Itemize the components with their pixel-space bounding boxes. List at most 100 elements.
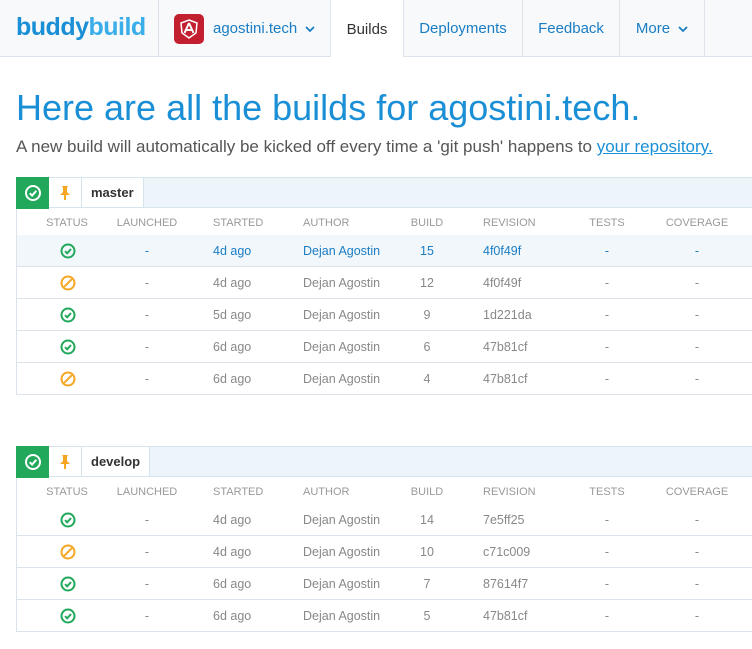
build-number: 6	[423, 340, 431, 354]
nav-divider	[330, 0, 331, 57]
branch-status-success-icon	[16, 177, 49, 209]
started-value: 4d ago	[213, 276, 252, 290]
status-success-icon	[60, 608, 76, 624]
started-value: 4d ago	[213, 545, 252, 559]
launched-value: -	[144, 276, 150, 290]
column-header-revision: REVISION	[483, 217, 536, 229]
column-header-author: AUTHOR	[303, 217, 350, 229]
coverage-value: -	[694, 609, 700, 623]
branch-panel-master: master STATUS LAUNCHED STARTED AUTHOR BUILD RE…	[16, 177, 752, 395]
tab-more-label: More	[635, 20, 671, 37]
author-value: Dejan Agostin	[303, 545, 381, 559]
author-value: Dejan Agostin	[303, 513, 381, 527]
build-row[interactable]: - 6d ago Dejan Agostin 4 47b81cf - -	[17, 363, 752, 395]
repository-link[interactable]: your repository.	[596, 137, 713, 156]
coverage-value: -	[694, 340, 700, 354]
subtitle-text: A new build will automatically be kicked…	[16, 137, 597, 156]
branch-header: develop	[16, 446, 752, 478]
column-header-launched: LAUNCHED	[116, 217, 178, 229]
column-header-build: BUILD	[410, 486, 444, 498]
status-success-icon	[60, 243, 76, 259]
started-value: 6d ago	[213, 340, 252, 354]
status-cancelled-icon	[60, 371, 76, 387]
author-value: Dejan Agostin	[303, 609, 381, 623]
build-number: 4	[423, 372, 431, 386]
build-number: 9	[423, 308, 431, 322]
revision-value: 7e5ff25	[483, 513, 525, 527]
tab-deployments[interactable]: Deployments	[419, 20, 507, 37]
page-subtitle: A new build will automatically be kicked…	[16, 137, 713, 157]
builds-table: STATUS LAUNCHED STARTED AUTHOR BUILD REVISION…	[16, 477, 752, 632]
top-nav: buddybuild agostini.tech Builds Deployme…	[0, 0, 752, 58]
column-header-started: STARTED	[213, 217, 264, 229]
tests-value: -	[604, 545, 610, 559]
logo-text-part2: build	[88, 13, 147, 41]
build-row[interactable]: - 4d ago Dejan Agostin 12 4f0f49f - -	[17, 267, 752, 299]
coverage-value: -	[694, 308, 700, 322]
revision-value: 47b81cf	[483, 609, 528, 623]
coverage-value: -	[694, 372, 700, 386]
column-header-author: AUTHOR	[303, 486, 350, 498]
build-number: 12	[420, 276, 434, 290]
column-header-started: STARTED	[213, 486, 264, 498]
build-row[interactable]: - 6d ago Dejan Agostin 5 47b81cf - -	[17, 600, 752, 632]
started-value: 6d ago	[213, 372, 252, 386]
build-number: 14	[420, 513, 434, 527]
revision-value: c71c009	[483, 545, 531, 559]
coverage-value: -	[694, 244, 700, 258]
launched-value: -	[144, 244, 150, 258]
launched-value: -	[144, 513, 150, 527]
coverage-value: -	[694, 513, 700, 527]
author-value: Dejan Agostin	[303, 372, 381, 386]
nav-divider	[158, 0, 159, 57]
author-value: Dejan Agostin	[303, 308, 381, 322]
tests-value: -	[604, 577, 610, 591]
started-value: 4d ago	[213, 513, 252, 527]
revision-value: 47b81cf	[483, 372, 528, 386]
build-number: 7	[423, 577, 431, 591]
launched-value: -	[144, 545, 150, 559]
page-title: Here are all the builds for agostini.tec…	[16, 87, 641, 128]
launched-value: -	[144, 609, 150, 623]
revision-value: 1d221da	[483, 308, 532, 322]
branch-name[interactable]: master	[82, 178, 144, 207]
status-success-icon	[60, 339, 76, 355]
started-value: 5d ago	[213, 308, 252, 322]
chevron-down-icon	[678, 20, 688, 37]
table-header: STATUS LAUNCHED STARTED AUTHOR BUILD REVISION…	[17, 477, 752, 504]
build-row[interactable]: - 4d ago Dejan Agostin 15 4f0f49f - -	[17, 235, 752, 267]
angular-app-icon	[174, 13, 204, 44]
coverage-value: -	[694, 276, 700, 290]
build-row[interactable]: - 6d ago Dejan Agostin 7 87614f7 - -	[17, 568, 752, 600]
tests-value: -	[604, 372, 610, 386]
build-number: 5	[423, 609, 431, 623]
author-value: Dejan Agostin	[303, 340, 381, 354]
build-row[interactable]: - 6d ago Dejan Agostin 6 47b81cf - -	[17, 331, 752, 363]
tests-value: -	[604, 244, 610, 258]
tests-value: -	[604, 308, 610, 322]
author-value: Dejan Agostin	[303, 276, 381, 290]
build-row[interactable]: - 5d ago Dejan Agostin 9 1d221da - -	[17, 299, 752, 331]
tests-value: -	[604, 513, 610, 527]
column-header-status: STATUS	[46, 486, 88, 498]
tab-feedback[interactable]: Feedback	[538, 20, 604, 37]
revision-value: 87614f7	[483, 577, 529, 591]
branch-name[interactable]: develop	[82, 447, 151, 476]
started-value: 4d ago	[213, 244, 252, 258]
tab-more[interactable]: More	[620, 0, 704, 57]
pin-icon[interactable]	[49, 178, 82, 207]
column-header-build: BUILD	[410, 217, 444, 229]
tab-builds[interactable]: Builds	[331, 0, 403, 58]
column-header-coverage: COVERAGE	[665, 217, 729, 229]
branch-panel-develop: develop STATUS LAUNCHED STARTED AUTHOR BUILD R…	[16, 446, 752, 632]
started-value: 6d ago	[213, 609, 252, 623]
app-switcher[interactable]: agostini.tech	[159, 0, 330, 57]
build-row[interactable]: - 4d ago Dejan Agostin 10 c71c009 - -	[17, 536, 752, 568]
status-success-icon	[60, 576, 76, 592]
buddybuild-logo[interactable]: buddybuild	[16, 13, 146, 42]
pin-icon[interactable]	[49, 447, 82, 476]
nav-divider	[619, 0, 620, 57]
build-row[interactable]: - 4d ago Dejan Agostin 14 7e5ff25 - -	[17, 504, 752, 536]
author-value: Dejan Agostin	[303, 244, 381, 258]
app-name: agostini.tech	[213, 20, 298, 37]
